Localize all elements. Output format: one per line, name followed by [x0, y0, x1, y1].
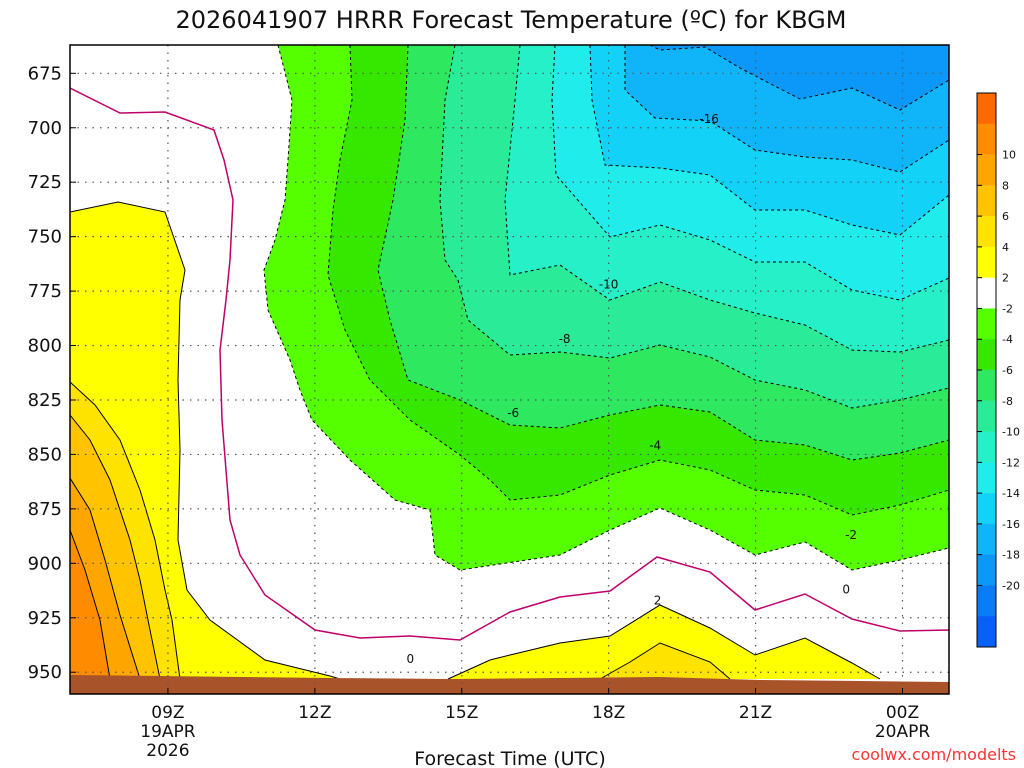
colorbar-swatch — [977, 616, 996, 648]
colorbar-label: -14 — [1002, 487, 1020, 500]
colorbar-label: 4 — [1002, 241, 1009, 254]
chart-title: 2026041907 HRRR Forecast Temperature (ºC… — [175, 6, 846, 34]
colorbar-swatch — [977, 339, 996, 371]
colorbar-label: -12 — [1002, 456, 1020, 469]
x-tick-label: 15Z — [445, 703, 478, 723]
colorbar-label: -16 — [1002, 518, 1020, 531]
x-tick-label: 00Z — [886, 703, 919, 723]
y-tick-label: 725 — [28, 172, 62, 193]
colorbar-label: -2 — [1002, 302, 1013, 315]
colorbar-label: 8 — [1002, 179, 1009, 192]
x-axis-label: Forecast Time (UTC) — [414, 748, 605, 768]
x-tick-label: 18Z — [592, 703, 625, 723]
contour-label: 0 — [407, 652, 415, 666]
band-10-plus — [70, 530, 110, 679]
colorbar-swatch — [977, 154, 996, 186]
colorbar: 10 8 6 4 2 -2 -4 -6 -8 -10 -12 -14 -16 -18 -20 — [976, 92, 1020, 648]
colorbar-swatch — [977, 585, 996, 617]
colorbar-swatch — [977, 523, 996, 556]
colorbar-swatch — [977, 246, 996, 279]
colorbar-swatch — [977, 93, 996, 125]
colorbar-label: -8 — [1002, 395, 1013, 408]
band-minus18-to-minus20 — [650, 45, 949, 110]
colorbar-swatch — [977, 123, 996, 156]
y-tick-label: 700 — [28, 118, 62, 139]
plot-area: -16 -10 -8 -6 -4 -2 0 0 2 — [70, 45, 949, 694]
colorbar-label: 10 — [1002, 149, 1016, 162]
contour-label: -16 — [699, 112, 719, 126]
credit-text: coolwx.com/modelts — [852, 745, 1016, 764]
colorbar-swatch — [977, 370, 996, 402]
y-tick-label: 800 — [28, 336, 62, 357]
contour-labels: -16 -10 -8 -6 -4 -2 0 0 2 — [407, 112, 858, 666]
contour-label: -2 — [845, 528, 857, 542]
colorbar-label: 6 — [1002, 210, 1009, 223]
colorbar-swatch — [977, 462, 996, 494]
plot-frame — [69, 44, 950, 695]
colorbar-label: -18 — [1002, 549, 1020, 562]
ground-terrain — [70, 675, 949, 694]
band-2-to-4-afternoon — [448, 605, 880, 679]
contour-label: 0 — [842, 582, 850, 596]
y-tick-label: 825 — [28, 390, 62, 411]
y-tick-label: 750 — [28, 227, 62, 248]
contour-label: -6 — [507, 406, 519, 420]
colorbar-label: 2 — [1002, 272, 1009, 285]
contour-label: -10 — [599, 278, 619, 292]
colorbar-label: -10 — [1002, 426, 1020, 439]
x-tick-label: 21Z — [739, 703, 772, 723]
y-tick-label: 875 — [28, 499, 62, 520]
y-tick-label: 925 — [28, 608, 62, 629]
y-tick-label: 900 — [28, 553, 62, 574]
colorbar-label: -6 — [1002, 364, 1013, 377]
x-tick-label: 12Z — [298, 703, 331, 723]
colorbar-swatch — [977, 554, 996, 586]
contour-label: -8 — [559, 332, 571, 346]
grid-lines — [70, 45, 949, 694]
colorbar-swatch — [977, 277, 996, 309]
y-tick-label: 850 — [28, 444, 62, 465]
band-4-to-6-afternoon — [600, 643, 730, 679]
x-tick-year: 2026 — [146, 741, 189, 761]
colorbar-swatch — [977, 493, 996, 525]
y-axis: 675 700 725 750 775 800 825 850 875 900 925 950 — [28, 63, 76, 683]
y-tick-label: 950 — [28, 662, 62, 683]
contour-label: -4 — [649, 439, 661, 453]
colorbar-label: -20 — [1002, 579, 1020, 592]
y-tick-label: 775 — [28, 281, 62, 302]
colorbar-swatch — [977, 216, 996, 248]
colorbar-swatch — [977, 308, 996, 340]
x-tick-date: 20APR — [875, 722, 931, 742]
colorbar-swatch — [977, 185, 996, 217]
colorbar-label: -4 — [1002, 333, 1013, 346]
x-tick-date: 19APR — [140, 722, 196, 742]
x-tick-label: 09Z — [151, 703, 184, 723]
contour-label: 2 — [654, 593, 662, 607]
colorbar-swatch — [977, 400, 996, 433]
y-tick-label: 675 — [28, 63, 62, 84]
colorbar-swatch — [977, 431, 996, 463]
